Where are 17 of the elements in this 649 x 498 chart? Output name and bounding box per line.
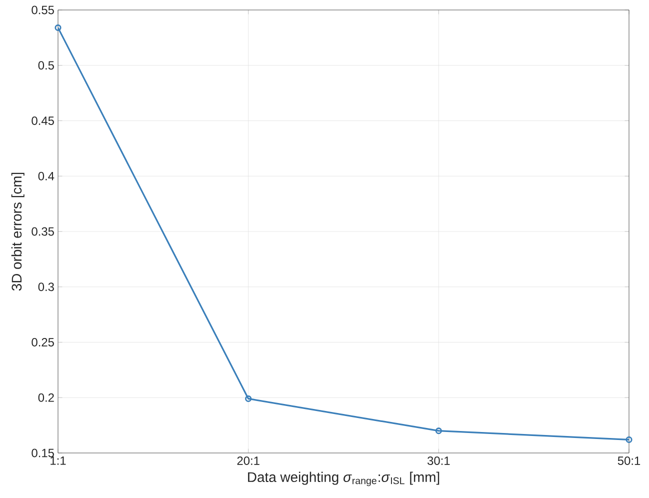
x-tick-label: 30:1 [427,456,450,465]
y-tick-label: 0.55 [32,6,54,14]
y-tick-label: 0.15 [32,448,54,458]
y-tick-label: 0.5 [38,61,54,70]
point [435,428,442,434]
y-tick-label: 0.45 [32,116,54,125]
y-tick-label: 0.2 [38,393,54,402]
y-tick-label: 0.35 [32,227,54,236]
x-tick-label: 1:1 [50,456,66,465]
x-tick-label: 50:1 [618,456,640,465]
y-axis-title: 3D orbit errors [cm] [11,172,24,291]
y-tick-label: 0.3 [38,282,54,292]
point [245,395,252,402]
x-axis-title: Data weighting σ$_{range}$:σ$_{ISL}$ [mm] [248,472,440,486]
y-tick-label: 0.4 [38,172,54,180]
y-tick-label: 0.25 [32,338,54,346]
x-tick-label: 20:1 [237,456,260,465]
